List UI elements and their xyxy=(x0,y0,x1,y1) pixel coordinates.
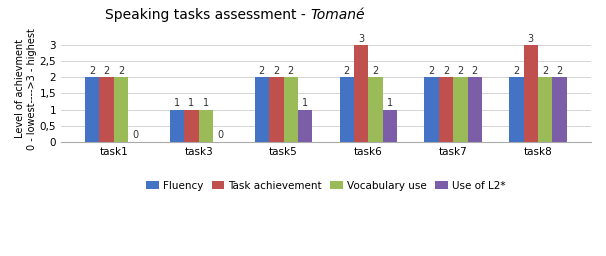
Text: Speaking tasks assessment -: Speaking tasks assessment - xyxy=(105,8,310,22)
Bar xyxy=(453,77,468,142)
Bar xyxy=(284,77,298,142)
Text: 2: 2 xyxy=(89,66,95,76)
Text: 3: 3 xyxy=(528,34,534,44)
Text: 2: 2 xyxy=(458,66,464,76)
Text: 2: 2 xyxy=(104,66,110,76)
Text: 2: 2 xyxy=(443,66,449,76)
Bar xyxy=(339,77,354,142)
Bar xyxy=(553,77,567,142)
Text: 3: 3 xyxy=(358,34,364,44)
Bar xyxy=(298,110,312,142)
Text: 0: 0 xyxy=(217,130,224,140)
Bar xyxy=(269,77,284,142)
Bar xyxy=(424,77,439,142)
Text: 1: 1 xyxy=(203,98,209,108)
Bar xyxy=(199,110,213,142)
Bar xyxy=(524,45,538,142)
Bar xyxy=(255,77,269,142)
Text: 2: 2 xyxy=(542,66,548,76)
Bar xyxy=(509,77,524,142)
Bar xyxy=(538,77,553,142)
Text: 1: 1 xyxy=(387,98,393,108)
Text: 2: 2 xyxy=(118,66,124,76)
Text: 2: 2 xyxy=(471,66,478,76)
Text: 2: 2 xyxy=(273,66,279,76)
Text: 2: 2 xyxy=(288,66,294,76)
Bar xyxy=(383,110,397,142)
Bar xyxy=(170,110,184,142)
Bar xyxy=(85,77,99,142)
Text: 2: 2 xyxy=(373,66,379,76)
Bar xyxy=(184,110,199,142)
Bar xyxy=(439,77,453,142)
Text: 2: 2 xyxy=(259,66,265,76)
Text: 2: 2 xyxy=(344,66,350,76)
Text: Tomané: Tomané xyxy=(310,8,365,22)
Bar xyxy=(99,77,114,142)
Legend: Fluency, Task achievement, Vocabulary use, Use of L2*: Fluency, Task achievement, Vocabulary us… xyxy=(142,177,510,195)
Y-axis label: Level of achievment
0 - lowest---->3 - highest: Level of achievment 0 - lowest---->3 - h… xyxy=(15,28,36,150)
Text: 1: 1 xyxy=(188,98,195,108)
Text: 2: 2 xyxy=(428,66,435,76)
Text: 2: 2 xyxy=(556,66,563,76)
Text: 0: 0 xyxy=(132,130,139,140)
Bar xyxy=(114,77,128,142)
Bar xyxy=(368,77,383,142)
Bar xyxy=(468,77,482,142)
Text: 2: 2 xyxy=(513,66,519,76)
Text: 1: 1 xyxy=(302,98,308,108)
Text: 1: 1 xyxy=(174,98,180,108)
Bar xyxy=(354,45,368,142)
